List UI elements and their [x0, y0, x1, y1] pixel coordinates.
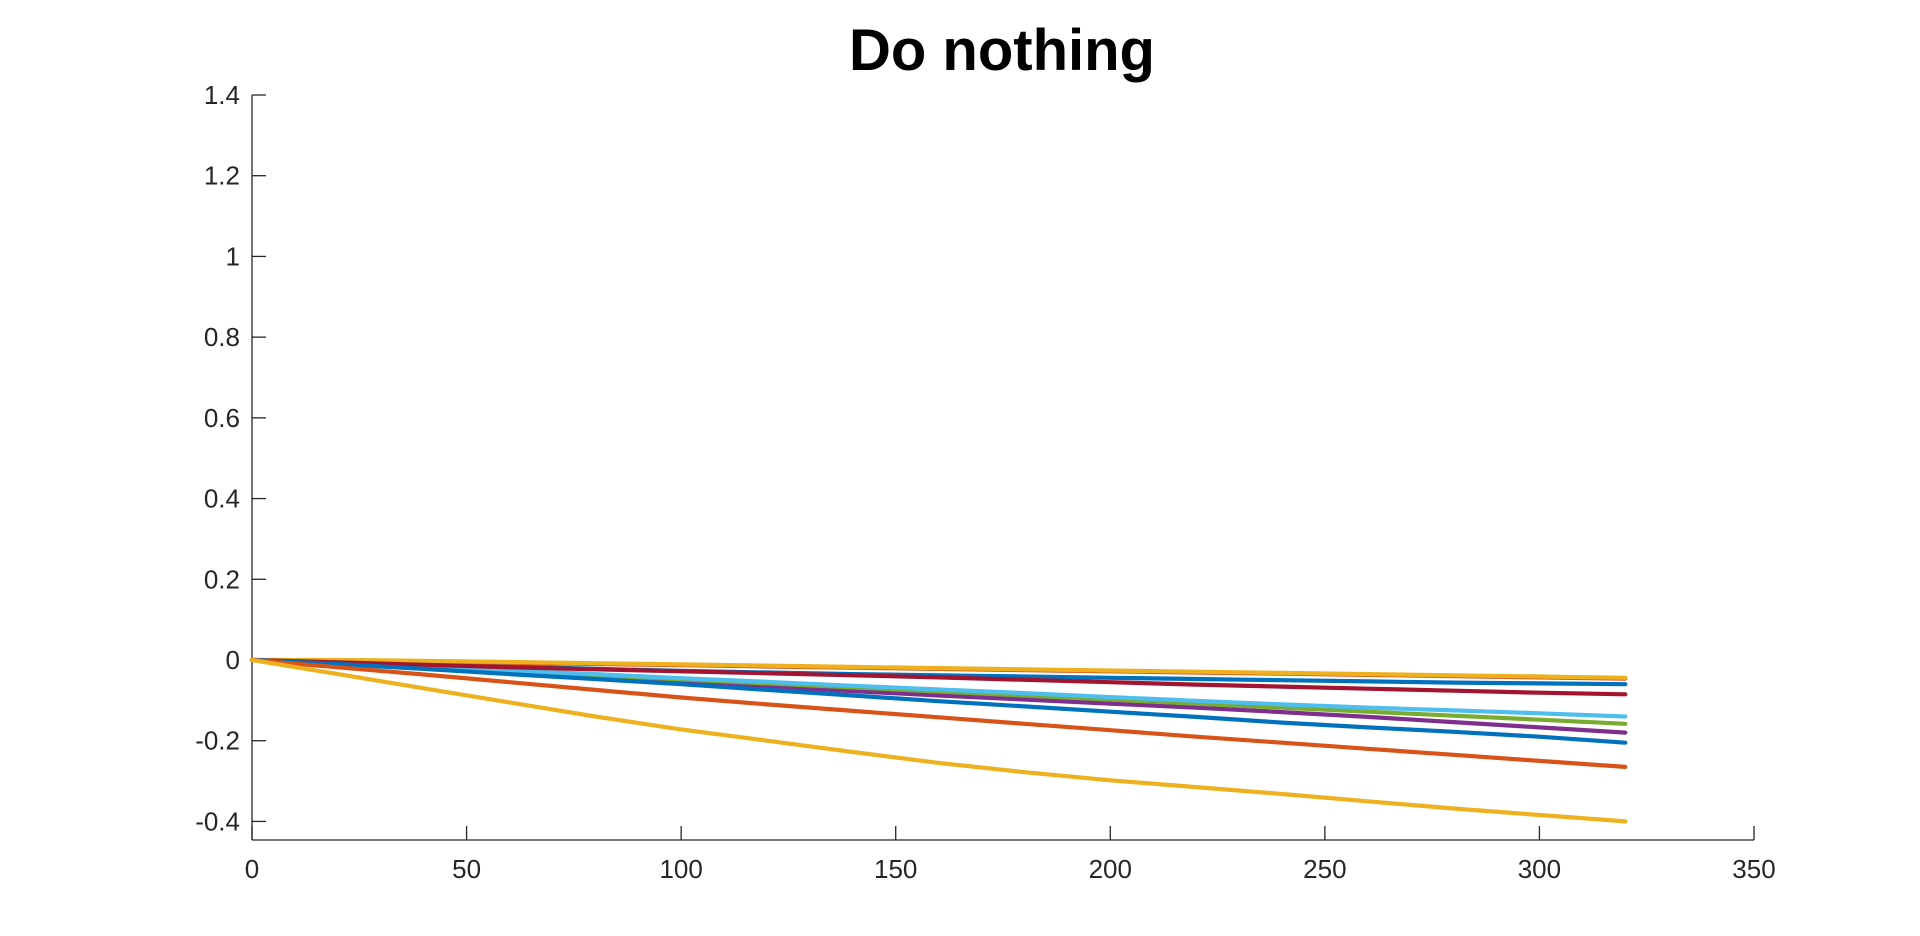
x-tick-label: 200: [1089, 854, 1132, 884]
y-tick-label: -0.2: [195, 726, 240, 756]
y-tick-label: 0: [226, 645, 240, 675]
series-line-3: [249, 657, 1628, 680]
x-tick-label: 150: [874, 854, 917, 884]
y-tick-label: 1.2: [204, 161, 240, 191]
chart-title: Do nothing: [849, 18, 1155, 83]
y-tick-label: 0.6: [204, 403, 240, 433]
x-tick-label: 350: [1732, 854, 1775, 884]
series-line-8: [249, 657, 1628, 745]
y-tick-label: 0.4: [204, 484, 240, 514]
y-tick-label: 1.4: [204, 80, 240, 110]
series-line-9: [249, 657, 1628, 770]
series-group: [249, 657, 1628, 824]
series-line-6: [249, 657, 1628, 719]
axes: 0 50 100 150 200 250 300 350 -0.4 -0.2 0 0.2 0.4 0.6 0…: [195, 80, 1776, 884]
series-line-7: [249, 657, 1628, 697]
x-tick-label: 250: [1303, 854, 1346, 884]
y-tick-label: 0.8: [204, 322, 240, 352]
x-tick-label: 0: [245, 854, 259, 884]
x-tick-label: 100: [659, 854, 702, 884]
series-line-10: [249, 657, 1628, 824]
x-tick-label: 300: [1518, 854, 1561, 884]
y-tick-label: -0.4: [195, 806, 240, 836]
y-tick-label: 1: [226, 241, 240, 271]
x-tick-label: 50: [452, 854, 481, 884]
y-tick-label: 0.2: [204, 564, 240, 594]
